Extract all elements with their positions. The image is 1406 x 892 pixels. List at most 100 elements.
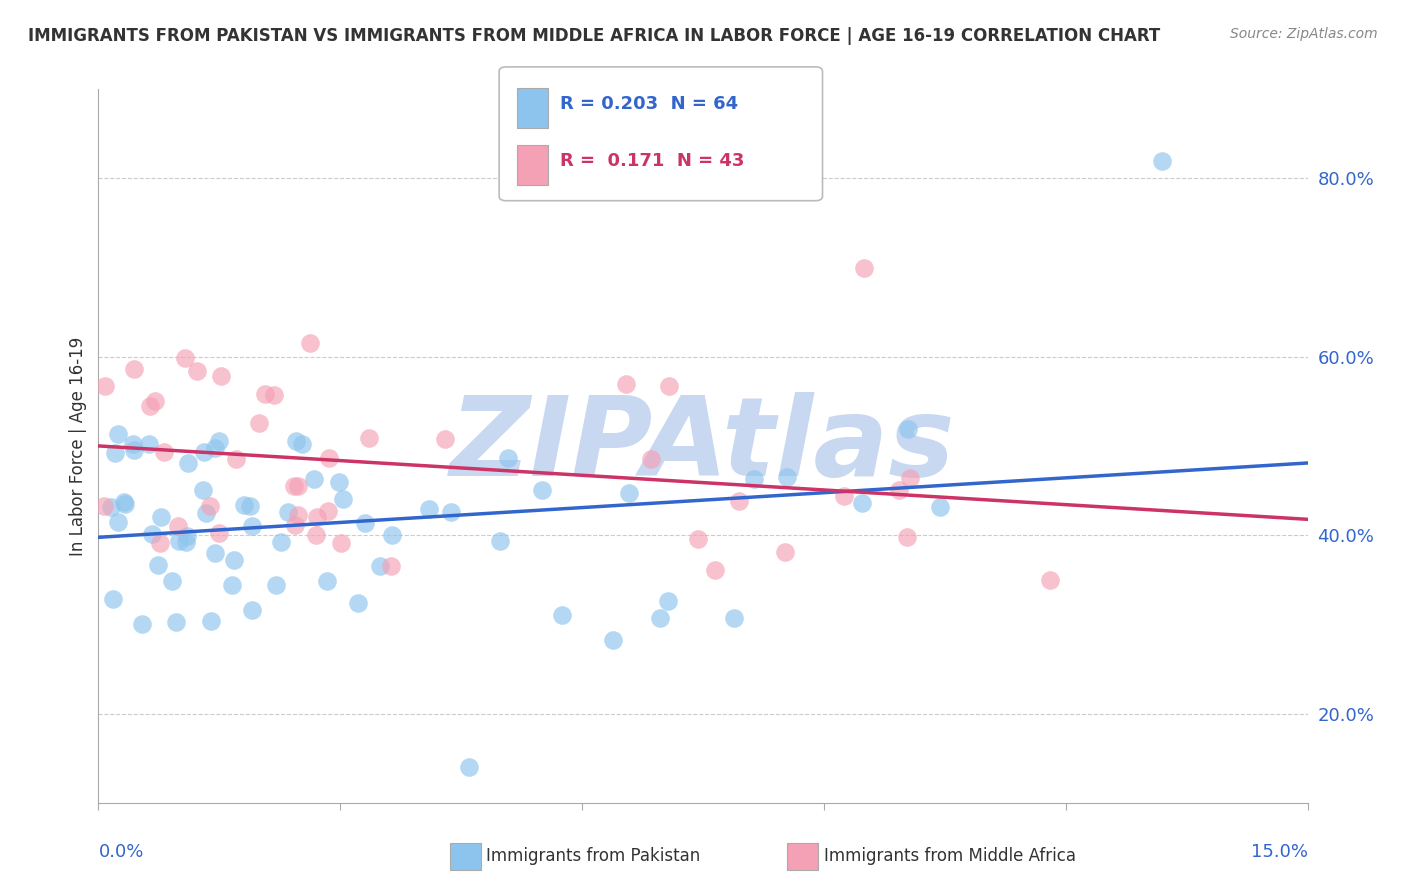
Point — [264, 578, 287, 592]
Point — [318, 451, 340, 466]
Point — [357, 431, 380, 445]
Point — [103, 592, 125, 607]
Text: R =  0.171  N = 43: R = 0.171 N = 43 — [560, 152, 744, 169]
Point — [146, 558, 169, 572]
Text: R = 0.203  N = 64: R = 0.203 N = 64 — [560, 95, 738, 113]
Point — [150, 510, 173, 524]
Y-axis label: In Labor Force | Age 16-19: In Labor Force | Age 16-19 — [69, 336, 87, 556]
Point — [307, 510, 329, 524]
Point — [174, 534, 197, 549]
Point — [617, 485, 640, 500]
Point — [316, 504, 339, 518]
Text: ZIPAtlas: ZIPAtlas — [450, 392, 956, 500]
Point — [277, 505, 299, 519]
Point — [354, 516, 377, 531]
Point — [897, 422, 920, 436]
Point — [131, 617, 153, 632]
Point — [174, 351, 197, 365]
Point — [287, 479, 309, 493]
Point — [328, 475, 350, 489]
Text: Immigrants from Middle Africa: Immigrants from Middle Africa — [824, 847, 1076, 865]
Point — [186, 364, 208, 378]
Text: 15.0%: 15.0% — [1250, 843, 1308, 861]
Point — [221, 578, 243, 592]
Point — [723, 611, 745, 625]
Point — [107, 515, 129, 529]
Point — [896, 530, 918, 544]
Point — [165, 615, 187, 629]
Point — [551, 607, 574, 622]
Point — [489, 533, 512, 548]
Point — [93, 500, 115, 514]
Point — [291, 437, 314, 451]
Point — [139, 400, 162, 414]
Point — [889, 483, 911, 497]
Point — [640, 452, 662, 467]
Point — [152, 444, 174, 458]
Point — [270, 534, 292, 549]
Point — [160, 574, 183, 589]
Point — [138, 436, 160, 450]
Point — [114, 497, 136, 511]
Point — [742, 472, 765, 486]
Text: 0.0%: 0.0% — [98, 843, 143, 861]
Point — [284, 434, 307, 448]
Point — [122, 443, 145, 458]
Point — [686, 532, 709, 546]
Point — [368, 559, 391, 574]
Point — [283, 479, 305, 493]
Point — [657, 594, 679, 608]
Point — [107, 426, 129, 441]
Point — [253, 386, 276, 401]
Point — [458, 760, 481, 774]
Point — [832, 489, 855, 503]
Point — [773, 544, 796, 558]
Point — [316, 574, 339, 589]
Point — [240, 603, 263, 617]
Point — [167, 533, 190, 548]
Point — [440, 505, 463, 519]
Point — [929, 500, 952, 515]
Point — [198, 499, 221, 513]
Point — [122, 362, 145, 376]
Point — [112, 495, 135, 509]
Point — [381, 528, 404, 542]
Point — [208, 525, 231, 540]
Point — [898, 471, 921, 485]
Point — [166, 519, 188, 533]
Point — [704, 563, 727, 577]
Point — [239, 499, 262, 513]
Point — [728, 493, 751, 508]
Point — [853, 260, 876, 275]
Point — [193, 444, 215, 458]
Point — [1039, 573, 1062, 587]
Point — [346, 596, 368, 610]
Point — [141, 527, 163, 541]
Point — [263, 388, 285, 402]
Point — [302, 471, 325, 485]
Point — [496, 450, 519, 465]
Point — [775, 469, 797, 483]
Point — [240, 519, 263, 533]
Point — [284, 518, 307, 533]
Point — [143, 394, 166, 409]
Point — [418, 502, 440, 516]
Point — [176, 456, 198, 470]
Point — [122, 437, 145, 451]
Point — [209, 368, 232, 383]
Text: Source: ZipAtlas.com: Source: ZipAtlas.com — [1230, 27, 1378, 41]
Point — [200, 615, 222, 629]
Point — [330, 536, 353, 550]
Point — [204, 546, 226, 560]
Point — [195, 506, 218, 520]
Point — [298, 335, 321, 350]
Point — [658, 379, 681, 393]
Point — [233, 498, 256, 512]
Point — [380, 559, 402, 574]
Point — [602, 633, 624, 648]
Point — [224, 552, 246, 566]
Point — [225, 452, 247, 467]
Point — [149, 536, 172, 550]
Point — [305, 527, 328, 541]
Point — [434, 432, 457, 446]
